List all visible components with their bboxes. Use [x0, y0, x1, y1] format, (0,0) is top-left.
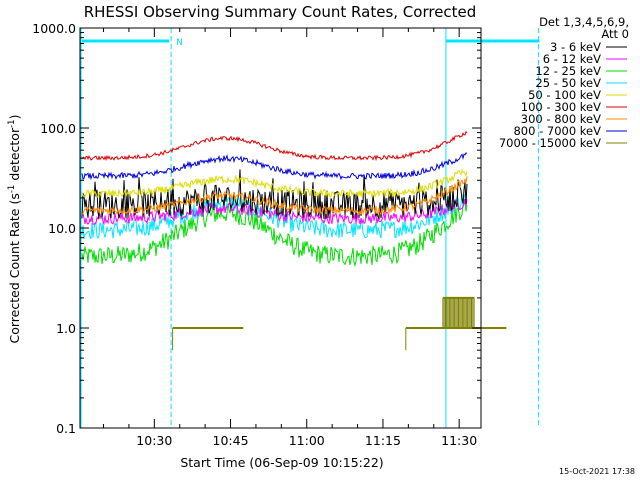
legend-label: 25 - 50 keV: [535, 76, 601, 90]
legend-label: 3 - 6 keV: [550, 40, 601, 54]
legend-header-1: Det 1,3,4,5,6,9,: [539, 15, 629, 29]
plot-frame: [79, 27, 482, 429]
legend-header-2: Att 0: [601, 27, 629, 41]
series-line-3-6-kev: [81, 169, 468, 221]
legend-label: 12 - 25 keV: [535, 64, 601, 78]
x-axis-label: Start Time (06-Sep-09 10:15:22): [180, 455, 383, 470]
legend-label: 50 - 100 keV: [528, 88, 601, 102]
x-tick-label: 11:00: [289, 433, 325, 448]
x-tick-label: 10:30: [136, 433, 172, 448]
legend-label: 300 - 800 keV: [521, 112, 601, 126]
y-tick-label: 10.0: [48, 221, 76, 236]
series-line-800-7000-kev: [81, 152, 468, 181]
axes: 0.1 1.0 10.0 100.0 1000.0 10:30 10:45 11:00 11:1…: [32, 21, 482, 448]
y-tick-label: 0.1: [56, 421, 76, 436]
legend-label: 7000 - 15000 keV: [499, 136, 601, 150]
legend-label: 800 - 7000 keV: [513, 124, 601, 138]
legend-label: 6 - 12 keV: [543, 52, 601, 66]
x-tick-label: 11:30: [441, 433, 477, 448]
legend-label: 100 - 300 keV: [521, 100, 601, 114]
x-tick-label: 11:15: [365, 433, 401, 448]
date-stamp: 15-Oct-2021 17:38: [559, 467, 635, 476]
plot-area: N: [80, 28, 540, 428]
chart-title: RHESSI Observing Summary Count Rates, Co…: [84, 3, 477, 21]
series-line-100-300-kev: [81, 130, 468, 162]
y-tick-label: 1000.0: [32, 21, 76, 36]
series-line-50-100-kev: [81, 168, 468, 199]
y-axis-label: Corrected Count Rate (s-1 detector-1): [7, 115, 22, 344]
y-tick-label: 100.0: [40, 121, 76, 136]
series-line-300-800-kev: [81, 176, 468, 216]
y-tick-label: 1.0: [56, 321, 76, 336]
series-line-12-25-kev: [81, 199, 468, 268]
series-line-6-12-kev: [81, 198, 468, 226]
x-tick-label: 10:45: [213, 433, 249, 448]
flag-label: N: [176, 38, 183, 48]
